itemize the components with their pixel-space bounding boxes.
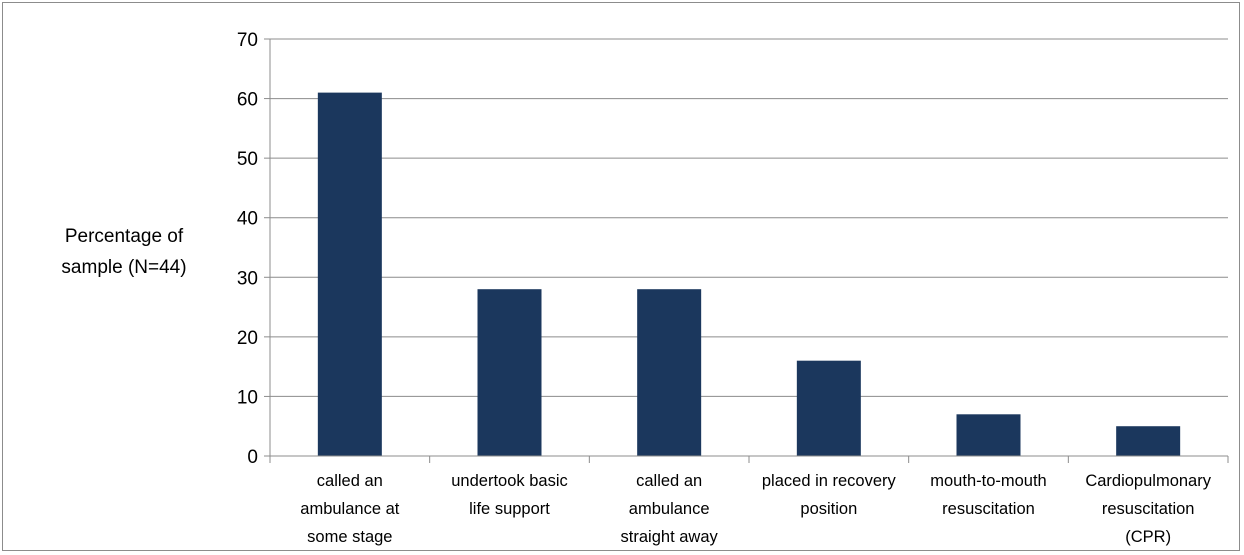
bar-4: [796, 360, 861, 456]
bar-3: [637, 289, 702, 456]
bar-5: [956, 414, 1021, 456]
y-axis-title: Percentage of sample (N=44): [61, 226, 186, 278]
bar-2: [477, 289, 542, 456]
x-category-label-1: called an ambulance at some stage: [300, 472, 399, 546]
y-tick-label-20: 20: [237, 328, 258, 349]
x-category-label-2: undertook basic life support: [451, 472, 568, 518]
x-category-label-5: mouth-to-mouth resuscitation: [930, 472, 1046, 518]
bar-1: [317, 92, 382, 456]
y-tick-label-60: 60: [237, 90, 258, 111]
y-tick-label-10: 10: [237, 387, 258, 408]
y-tick-label-50: 50: [237, 149, 258, 170]
y-tick-label-30: 30: [237, 268, 258, 289]
x-category-label-3: called an ambulance straight away: [621, 472, 719, 546]
y-tick-label-0: 0: [247, 447, 258, 468]
x-category-label-6: Cardiopulmonary resuscitation (CPR): [1085, 472, 1211, 546]
bar-6: [1116, 426, 1181, 456]
y-tick-label-40: 40: [237, 209, 258, 230]
y-tick-label-70: 70: [237, 30, 258, 51]
x-category-label-4: placed in recovery position: [762, 472, 897, 518]
